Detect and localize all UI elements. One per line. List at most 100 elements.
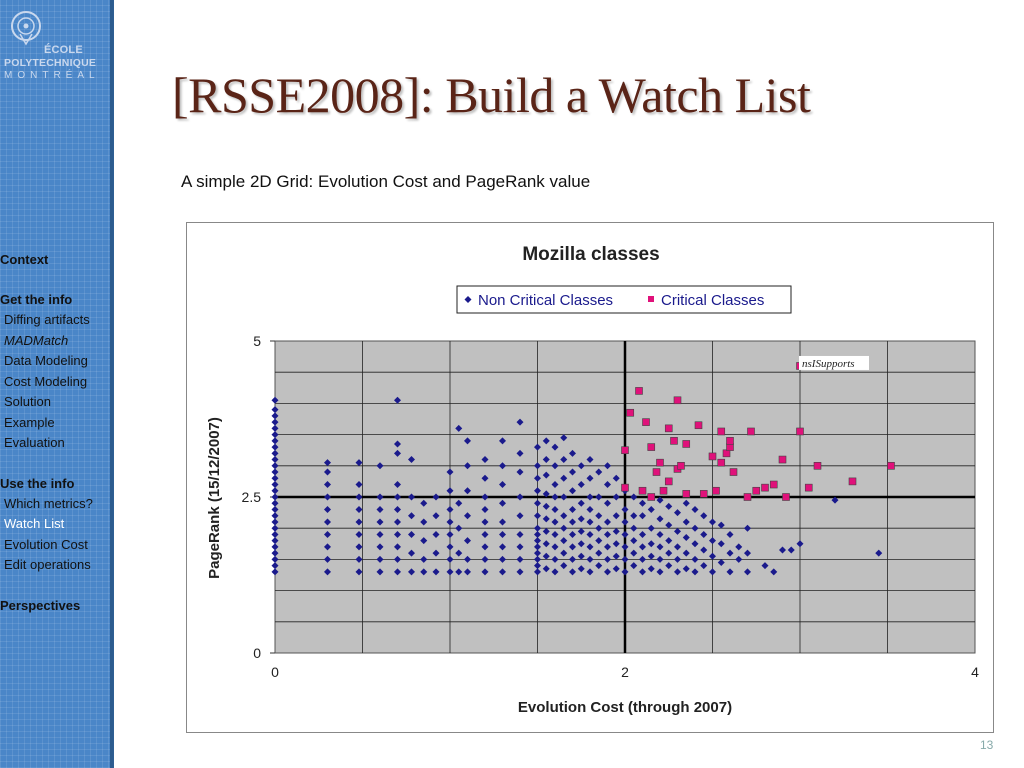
critical-point: [659, 486, 668, 495]
non-critical-point: [534, 487, 541, 495]
non-critical-point: [420, 537, 428, 545]
non-critical-point: [621, 505, 629, 513]
non-critical-point: [271, 456, 279, 464]
non-critical-point: [499, 437, 506, 445]
non-critical-point: [271, 468, 279, 476]
critical-point: [621, 483, 629, 492]
nav-section-context[interactable]: Context: [0, 252, 49, 267]
non-critical-point: [534, 555, 541, 563]
non-critical-point: [630, 537, 638, 545]
non-critical-point: [604, 481, 611, 489]
nav-item-cost-modeling[interactable]: Cost Modeling: [4, 373, 88, 389]
non-critical-point: [604, 518, 611, 526]
non-critical-point: [691, 568, 699, 576]
non-critical-point: [516, 543, 524, 551]
non-critical-point: [787, 546, 795, 554]
non-critical-point: [481, 518, 489, 526]
non-critical-point: [560, 493, 568, 501]
non-critical-point: [376, 543, 384, 551]
critical-point: [813, 462, 822, 470]
non-critical-point: [534, 524, 541, 532]
nav-section-use-the-info[interactable]: Use the info: [0, 475, 75, 491]
nav-item-watch-list[interactable]: Watch List: [4, 516, 65, 531]
logo-line-3: MONTRÉAL: [4, 70, 100, 81]
non-critical-point: [647, 552, 655, 560]
chart-title: Mozilla classes: [522, 244, 659, 265]
nav-item-which-metrics[interactable]: Which metrics?: [4, 495, 93, 511]
non-critical-point: [674, 555, 681, 563]
non-critical-point: [420, 518, 428, 526]
non-critical-point: [534, 443, 541, 451]
non-critical-point: [481, 493, 489, 501]
non-critical-point: [621, 555, 629, 563]
non-critical-point: [569, 568, 576, 576]
non-critical-point: [647, 565, 655, 573]
non-critical-point: [656, 530, 664, 538]
non-critical-point: [735, 543, 743, 551]
non-critical-point: [271, 530, 279, 538]
non-critical-point: [516, 568, 524, 576]
non-critical-point: [612, 565, 620, 573]
nav-item-diffing-artifacts[interactable]: Diffing artifacts: [4, 312, 90, 327]
non-critical-point: [560, 456, 568, 464]
non-critical-point: [420, 555, 428, 563]
non-critical-point: [394, 493, 401, 501]
nav-item-evaluation[interactable]: Evaluation: [4, 435, 65, 450]
nav-section-perspectives[interactable]: Perspectives: [0, 597, 81, 613]
non-critical-point: [481, 505, 489, 513]
non-critical-point: [639, 499, 646, 507]
non-critical-point: [639, 543, 646, 551]
non-critical-point: [394, 396, 401, 404]
non-critical-point: [586, 505, 594, 513]
critical-point: [796, 427, 804, 436]
non-critical-point: [630, 549, 638, 557]
non-critical-point: [604, 462, 611, 470]
non-critical-point: [534, 562, 541, 570]
non-critical-point: [744, 524, 751, 532]
nav-item-solution[interactable]: Solution: [4, 394, 51, 409]
non-critical-point: [709, 568, 716, 576]
non-critical-point: [355, 518, 363, 526]
x-tick-label: 4: [971, 664, 979, 680]
nav-item-evolution-cost[interactable]: Evolution Cost: [4, 536, 88, 552]
non-critical-point: [446, 468, 454, 476]
non-critical-point: [499, 462, 506, 470]
non-critical-point: [612, 540, 620, 548]
non-critical-point: [499, 481, 506, 489]
critical-point: [717, 427, 726, 436]
critical-point: [626, 408, 635, 417]
nav-item-madmatch[interactable]: MADMatch: [4, 332, 69, 348]
non-critical-point: [271, 424, 279, 432]
non-critical-point: [355, 493, 363, 501]
non-critical-point: [542, 515, 550, 523]
non-critical-point: [432, 530, 440, 538]
non-critical-point: [534, 549, 541, 557]
non-critical-point: [271, 437, 279, 445]
slide-title: [RSSE2008]: Build a Watch List: [172, 67, 811, 123]
nav-item-example[interactable]: Example: [4, 414, 55, 430]
critical-point: [804, 483, 813, 492]
plot-area: 0 2 4 0 2.5 5 nsISupports: [242, 333, 980, 680]
non-critical-point: [691, 540, 699, 548]
critical-point: [769, 480, 778, 489]
non-critical-point: [464, 437, 471, 445]
critical-point: [848, 477, 857, 486]
nav-item-data-modeling[interactable]: Data Modeling: [4, 353, 88, 368]
non-critical-point: [604, 499, 611, 507]
nav-gap: [0, 454, 113, 474]
critical-point: [677, 462, 685, 470]
non-critical-point: [446, 518, 454, 526]
legend: Non Critical Classes Critical Classes: [456, 285, 792, 314]
non-critical-point: [355, 459, 363, 467]
non-critical-point: [271, 543, 279, 551]
nav-item-edit-operations[interactable]: Edit operations: [4, 557, 91, 572]
non-critical-point: [639, 568, 646, 576]
legend-box: [456, 285, 792, 314]
non-critical-point: [717, 559, 725, 567]
nav-section-get-the-info[interactable]: Get the info: [0, 292, 73, 307]
non-critical-point: [770, 568, 778, 576]
critical-point: [621, 446, 629, 454]
non-critical-point: [656, 568, 664, 576]
critical-point: [635, 387, 643, 395]
non-critical-point: [432, 549, 440, 557]
